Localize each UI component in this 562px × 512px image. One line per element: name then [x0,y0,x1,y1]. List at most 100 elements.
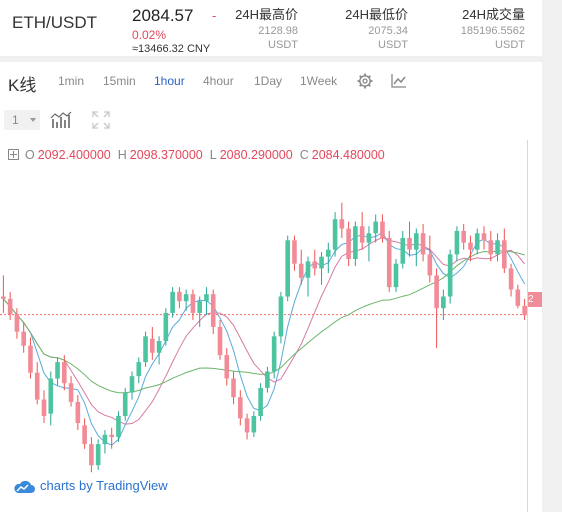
candle-body [366,233,372,243]
candle-body [48,378,54,414]
candle-body [136,362,142,377]
cloud-icon [14,480,35,493]
ohlc-legend: O 2092.400000 H 2098.370000 L 2080.290000 C 208… [8,148,392,164]
plus-icon[interactable] [8,149,19,160]
right-gutter [542,0,562,512]
stat-label: 24H成交量 [462,7,525,22]
candle-body [258,387,263,416]
candle-body [156,341,162,353]
candle-body [447,254,453,297]
candle-body [238,397,243,419]
candle-body [407,237,412,250]
candle-body [116,416,121,438]
indicators-icon[interactable] [50,111,72,129]
candle-body [502,240,507,269]
candlestick-chart[interactable] [0,140,542,512]
candle-body [75,401,81,424]
candle-body [332,219,338,250]
candle-body [251,416,257,433]
candle-body [150,338,155,353]
candle-body [143,336,148,363]
open-value: 2092.400000 [37,148,111,162]
change-percent: 0.02% [132,28,167,42]
candle-body [481,233,487,241]
last-price: 2084.57 [132,6,194,25]
candle-body [224,355,230,379]
candle-body [210,294,216,327]
tab-1min[interactable]: 1min [58,74,85,88]
candle-body [461,230,466,243]
candle-body [177,291,182,302]
tab-1day[interactable]: 1Day [254,74,283,88]
candle-body [339,219,345,229]
candle-body [305,261,311,278]
low-label: L [209,148,217,162]
candle-body [373,221,378,234]
candle-body [353,226,358,260]
change-dash: - [212,8,217,23]
chevron-down-icon [30,118,36,122]
tab-1hour[interactable]: 1hour [154,74,185,88]
candle-body [41,399,47,416]
stat-label: 24H最高价 [235,7,298,22]
candle-body [68,383,74,402]
candle-body [298,263,304,278]
stat-unit: USDT [268,39,298,51]
candle-body [434,275,439,309]
stat-unit: USDT [378,39,408,51]
watermark-text: charts by TradingView [40,478,168,493]
candle-body [522,305,527,316]
last-price-tag: 2 [528,292,542,307]
candle-body [170,291,175,313]
candle-body [89,444,94,466]
stat-value: 2075.34 [368,25,408,37]
candle-body [197,301,202,313]
stat-24h-volume: 24H成交量 185196.5562 USDT [425,7,525,52]
candle-body [380,221,385,238]
candle-body [427,254,433,276]
candle-body [454,230,460,255]
candle-body [468,242,473,250]
candle-body [420,233,426,255]
chart-toolbar: K线 1min 15min 1hour 4hour 1Day 1Week [0,62,542,100]
candle-body [319,256,324,269]
chart-controls: 1 [0,100,542,140]
candle-body [95,444,101,466]
stat-value: 2128.98 [258,25,298,37]
kline-title: K线 [8,76,37,95]
candle-body [55,362,60,379]
candle-body [346,228,351,260]
candle-body [386,237,392,288]
high-value: 2098.370000 [129,148,203,162]
moving-average-line [3,250,525,394]
open-label: O [25,148,35,162]
candle-body [28,345,33,373]
gear-icon[interactable] [356,72,374,90]
candle-body [82,425,87,445]
fullscreen-icon[interactable] [91,110,111,130]
stat-unit: USDT [495,39,525,51]
candle-body [326,249,331,257]
tab-15min[interactable]: 15min [103,74,136,88]
candle-body [34,372,40,400]
tab-4hour[interactable]: 4hour [203,74,234,88]
low-value: 2080.290000 [219,148,293,162]
close-label: C [299,148,309,162]
candle-body [292,240,297,264]
candle-body [190,294,196,313]
candle-body [265,371,270,388]
candle-body [400,237,406,264]
close-value: 2084.480000 [311,148,385,162]
cny-price: ≈13466.32 CNY [132,43,211,55]
candle-body [495,240,500,255]
candle-body [14,314,20,332]
tradingview-watermark[interactable]: charts by TradingView [12,478,168,496]
candle-body [1,296,6,299]
candle-body [312,261,318,269]
tab-1week[interactable]: 1Week [300,74,338,88]
stat-value: 185196.5562 [460,25,525,37]
moving-average-line [3,231,526,446]
line-chart-icon[interactable] [390,72,408,90]
interval-select[interactable]: 1 [4,110,40,130]
candle-body [62,362,67,384]
